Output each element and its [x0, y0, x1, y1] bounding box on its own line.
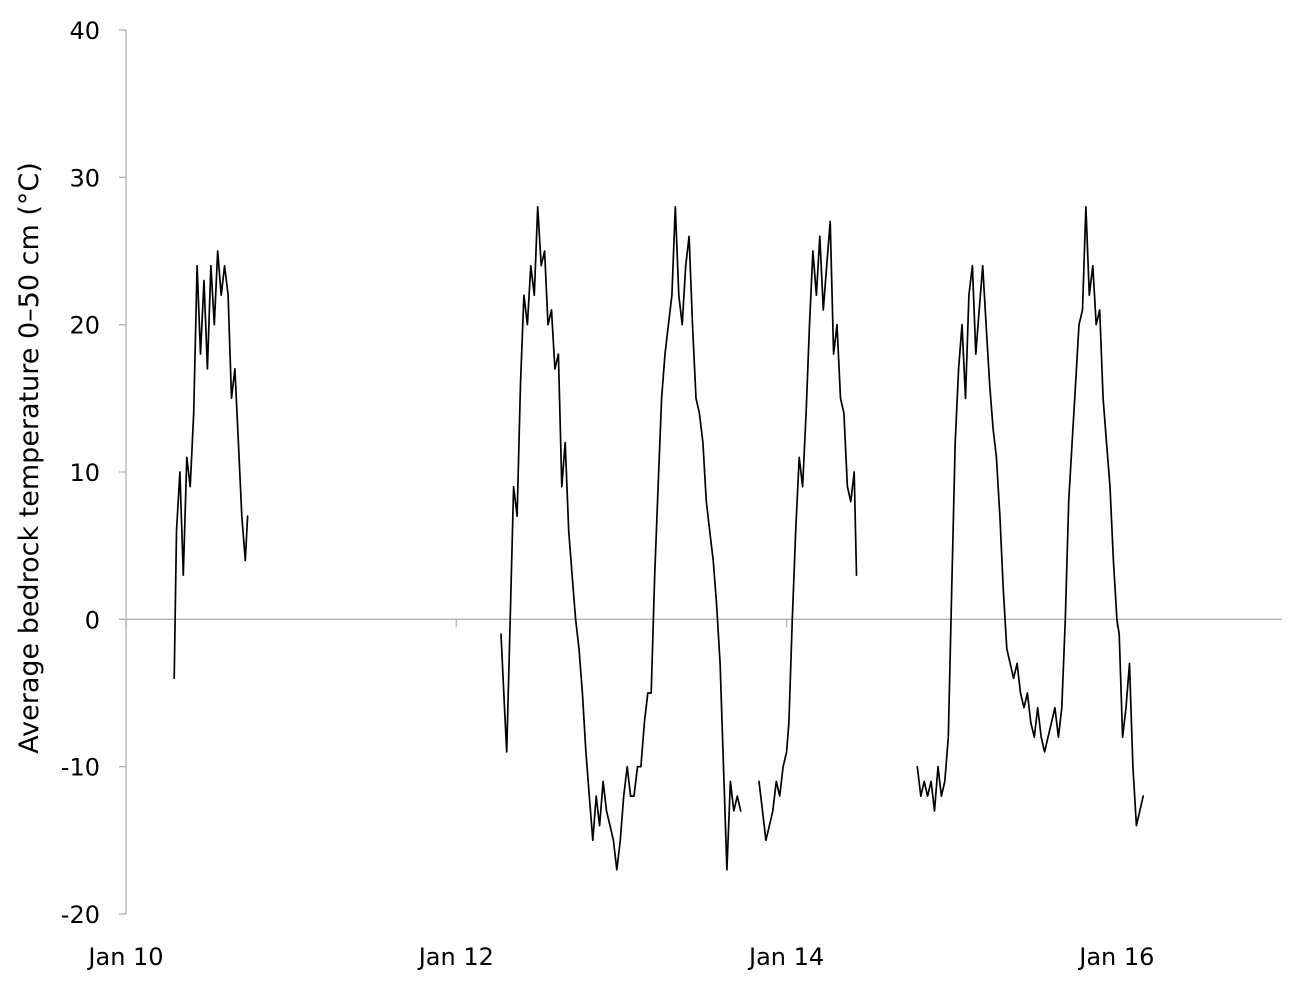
series-layer [173, 205, 1145, 871]
axes: -20 -10 0 10 20 30 40 Jan 10 Jan 12 Jan 14 Jan 16 [61, 17, 1282, 971]
x-tick-label: Jan 14 [747, 943, 824, 971]
y-tick-label: 40 [69, 17, 100, 45]
y-tick-label: 0 [85, 606, 100, 634]
series-line-segment [916, 205, 1145, 827]
x-tick-label: Jan 16 [1077, 943, 1154, 971]
y-axis-title: Average bedrock temperature 0–50 cm (°C) [14, 162, 45, 754]
y-tick-label: -10 [61, 754, 100, 782]
x-tick-label: Jan 12 [417, 943, 494, 971]
y-tick-label: 30 [69, 164, 100, 192]
y-tick-label: -20 [61, 901, 100, 929]
x-tick-label: Jan 10 [86, 943, 163, 971]
y-tick-label: 10 [69, 459, 100, 487]
series-line-segment [758, 220, 858, 842]
series-line-segment [173, 250, 249, 680]
y-tick-label: 20 [69, 312, 100, 340]
series-line-segment [500, 205, 742, 871]
